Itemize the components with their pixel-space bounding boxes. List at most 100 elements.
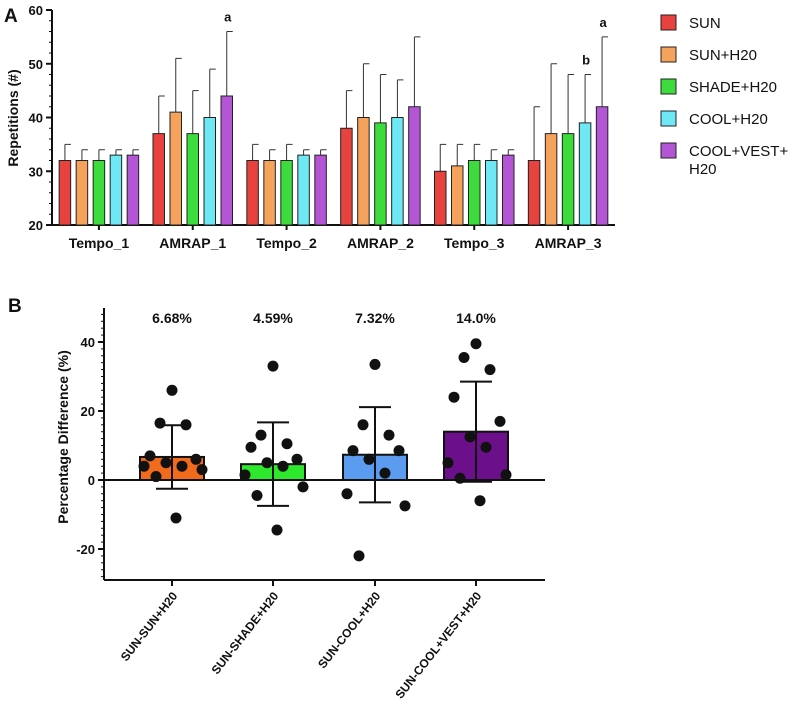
panel-a-category-label-tempo-2: Tempo_2 bbox=[256, 235, 317, 251]
panel-b-y-tick-label: 20 bbox=[81, 404, 95, 419]
panel-a-bar-shade-h20-tempo-2 bbox=[280, 160, 293, 226]
panel-b-data-point bbox=[271, 524, 283, 536]
panel-b-data-point bbox=[442, 457, 454, 469]
panel-b-data-point bbox=[176, 460, 188, 472]
legend-label-cool-h20: COOL+H20 bbox=[689, 111, 768, 128]
panel-b-data-point bbox=[474, 495, 486, 507]
panel-b-data-point bbox=[297, 481, 309, 493]
panel-a-bar-shade-h20-amrap-3 bbox=[561, 133, 575, 226]
panel-a-bar-shade-h20-amrap-1 bbox=[186, 133, 199, 226]
panel-a-bar-shade-h20-tempo-3 bbox=[468, 160, 481, 226]
panel-b-category-label-sun-cool-vest-h20: SUN-COOL+VEST+H20 bbox=[392, 589, 484, 701]
panel-a-bar-shade-h20-amrap-2 bbox=[374, 122, 387, 226]
panel-b-y-tick-label: -20 bbox=[76, 542, 95, 557]
panel-b-data-point bbox=[251, 490, 263, 502]
panel-a-bar-sun-tempo-1 bbox=[58, 160, 72, 226]
panel-b-y-tick-label: 40 bbox=[81, 335, 95, 350]
panel-b-data-point bbox=[454, 472, 466, 484]
legend-swatch-cool-vest-h20 bbox=[660, 142, 677, 159]
panel-b-data-point bbox=[138, 460, 150, 472]
panel-a-bar-cool-h20-amrap-2 bbox=[391, 117, 404, 226]
panel-b-data-point bbox=[399, 500, 411, 512]
panel-a-y-tick-label: 30 bbox=[29, 164, 43, 179]
legend-label-shade-h20: SHADE+H20 bbox=[689, 79, 777, 96]
panel-b-mean-label: 4.59% bbox=[253, 310, 293, 326]
legend-label-sun: SUN bbox=[689, 15, 721, 32]
panel-b-data-point bbox=[170, 512, 182, 524]
legend-swatch-cool-h20 bbox=[660, 110, 677, 127]
panel-b-data-point bbox=[383, 429, 395, 441]
panel-b-data-point bbox=[261, 457, 273, 469]
panel-a-bar-cool-h20-tempo-3 bbox=[485, 160, 498, 226]
panel-a-y-tick-label: 40 bbox=[29, 111, 43, 126]
panel-b-data-point bbox=[448, 391, 460, 403]
panel-a-bar-cool-h20-amrap-3 bbox=[578, 122, 592, 226]
panel-b-data-point bbox=[154, 417, 166, 429]
panel-b-data-point bbox=[239, 469, 251, 481]
panel-b-data-point bbox=[458, 352, 470, 364]
legend-label-sun-h20: SUN+H20 bbox=[689, 47, 757, 64]
panel-b-data-point bbox=[144, 450, 156, 462]
panel-letter-a: A bbox=[4, 6, 18, 27]
panel-b-data-point bbox=[281, 438, 293, 450]
panel-b-data-point bbox=[464, 431, 476, 443]
panel-b-data-point bbox=[341, 488, 353, 500]
panel-b-category-label-sun-sun-h20: SUN-SUN+H20 bbox=[118, 589, 181, 664]
panel-b-data-point bbox=[347, 445, 359, 457]
panel-b-data-point bbox=[150, 471, 162, 483]
legend-swatch-sun bbox=[660, 14, 677, 31]
panel-b-data-point bbox=[291, 453, 303, 465]
panel-a-bar-sun-amrap-1 bbox=[152, 133, 165, 226]
panel-a-bar-cool-vest-h20-amrap-1 bbox=[220, 95, 233, 226]
panel-a-bar-sun-h20-amrap-1 bbox=[169, 111, 182, 226]
panel-a-legend: SUN SUN+H20 SHADE+H20 COOL+H20 COOL+VEST+ H20 bbox=[660, 14, 788, 178]
legend-swatch-shade-h20 bbox=[660, 78, 677, 95]
panel-a-bar-sun-amrap-3 bbox=[527, 160, 541, 226]
panel-b-data-point bbox=[470, 338, 482, 350]
panel-a-category-label-tempo-3: Tempo_3 bbox=[444, 235, 505, 251]
panel-a-bar-sun-tempo-3 bbox=[434, 170, 447, 226]
panel-a-bar-sun-h20-amrap-3 bbox=[544, 133, 558, 226]
panel-b-category-label-sun-shade-h20: SUN-SHADE+H20 bbox=[209, 589, 282, 677]
panel-a-bar-cool-vest-h20-tempo-1 bbox=[126, 154, 140, 226]
panel-a-bar-shade-h20-tempo-1 bbox=[92, 160, 106, 226]
panel-b-data-point bbox=[480, 441, 492, 453]
panel-b-data-point bbox=[267, 360, 279, 372]
panel-b-data-point bbox=[255, 429, 267, 441]
panel-a-bar-sun-amrap-2 bbox=[340, 127, 353, 226]
panel-a-y-axis-title: Repetitions (#) bbox=[5, 69, 21, 166]
panel-a-bar-cool-vest-h20-amrap-3 bbox=[595, 106, 609, 226]
panel-b-data-point bbox=[166, 384, 178, 396]
panel-b-data-point bbox=[494, 415, 506, 427]
panel-b-category-label-sun-cool-h20: SUN-COOL+H20 bbox=[315, 589, 384, 671]
legend-label-cool-vest-h20: COOL+VEST+ H20 bbox=[689, 143, 788, 178]
panel-a-chart: 20 30 40 50 60 Tempo_1 AMRAP_1 Tempo_2 AMRAP_2 Te… bbox=[29, 3, 615, 251]
panel-a-y-tick-label: 20 bbox=[29, 218, 43, 233]
panel-b-data-point bbox=[357, 419, 369, 431]
panel-a-significance-label: a bbox=[599, 15, 607, 30]
panel-a-y-tick-label: 50 bbox=[29, 57, 43, 72]
panel-b-data-point bbox=[500, 469, 512, 481]
panel-a-significance-label: a bbox=[224, 10, 232, 25]
panel-b-y-tick-label: 0 bbox=[88, 473, 95, 488]
panel-a-bar-sun-h20-tempo-3 bbox=[451, 165, 464, 226]
panel-a-category-label-amrap-2: AMRAP_2 bbox=[347, 235, 414, 251]
panel-b-data-point bbox=[363, 453, 375, 465]
panel-letter-b: B bbox=[8, 296, 22, 317]
panel-a-category-label-tempo-1: Tempo_1 bbox=[69, 235, 130, 251]
panel-a-bar-cool-vest-h20-tempo-3 bbox=[502, 154, 515, 226]
panel-b-chart: -20 0 20 40 6.68% SUN-SUN+H20 4.59% SUN-SHADE+H… bbox=[76, 308, 545, 701]
panel-a-bar-cool-h20-amrap-1 bbox=[203, 117, 216, 226]
panel-b-data-point bbox=[277, 460, 289, 472]
panel-b-data-point bbox=[484, 364, 496, 376]
panel-b-data-point bbox=[379, 467, 391, 479]
panel-b-mean-label: 6.68% bbox=[152, 310, 192, 326]
panel-a-bar-sun-tempo-2 bbox=[246, 160, 259, 226]
panel-b-data-point bbox=[245, 441, 257, 453]
panel-b-y-axis-title: Percentage Difference (%) bbox=[55, 350, 71, 524]
panel-a-bar-sun-h20-tempo-2 bbox=[263, 160, 276, 226]
panel-b-mean-label: 7.32% bbox=[355, 310, 395, 326]
panel-a-bar-sun-h20-amrap-2 bbox=[357, 117, 370, 226]
panel-b-data-point bbox=[160, 457, 172, 469]
